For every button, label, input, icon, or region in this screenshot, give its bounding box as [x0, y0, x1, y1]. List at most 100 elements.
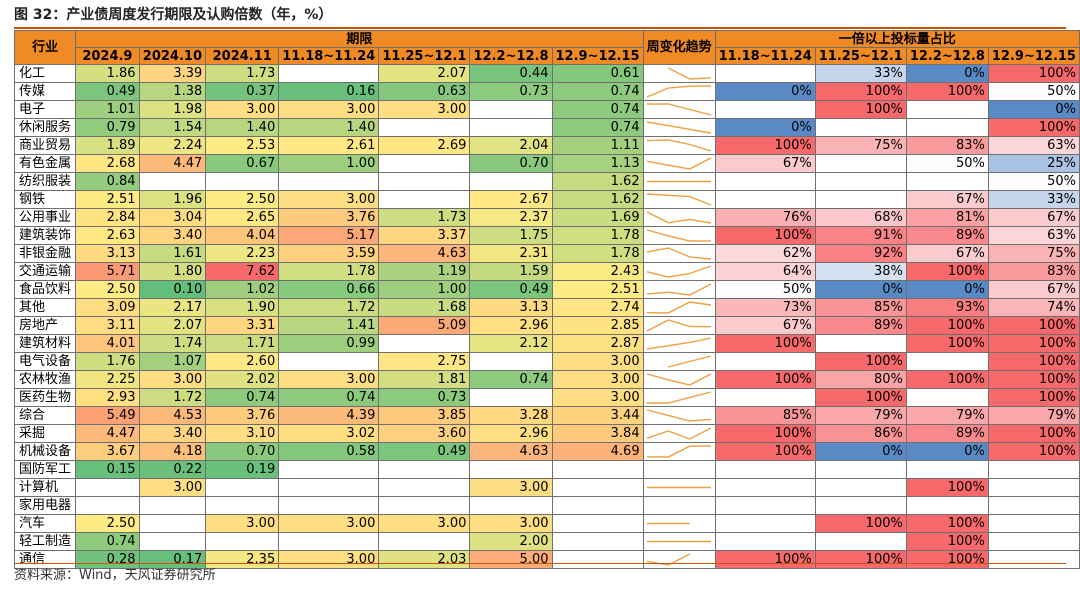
term-cell	[469, 496, 553, 515]
term-cell: 1.78	[551, 244, 644, 263]
term-cell: 1.38	[138, 82, 207, 101]
ratio-cell: 50%	[714, 280, 816, 299]
sparkline-line	[646, 301, 711, 314]
ratio-cell	[987, 496, 1080, 515]
industry-cell: 化工	[13, 64, 77, 83]
term-cell: 2.31	[469, 244, 553, 263]
term-cell: 0.70	[469, 154, 553, 173]
ratio-cell: 67%	[987, 280, 1080, 299]
ratio-cell	[714, 352, 816, 371]
term-cell: 0.79	[75, 118, 140, 137]
ratio-cell: 93%	[905, 298, 989, 317]
term-cell: 0.70	[205, 442, 280, 461]
ratio-cell: 100%	[714, 136, 816, 155]
ratio-cell: 89%	[814, 316, 907, 335]
industry-cell: 休闲服务	[13, 118, 77, 137]
ratio-cell: 67%	[905, 190, 989, 209]
ratio-cell: 79%	[987, 406, 1080, 425]
sparkline-svg	[646, 540, 711, 543]
ratio-cell: 100%	[905, 82, 989, 101]
sparkline-svg	[646, 265, 711, 278]
sparkline-svg	[646, 247, 711, 260]
sparkline-line	[646, 85, 711, 98]
term-cell: 1.81	[378, 370, 471, 389]
table-row: 建筑材料 4.01 1.74 1.71 0.99 2.12 2.87 100% 100% 100%	[13, 334, 1080, 353]
term-cell	[205, 478, 280, 497]
term-cell: 5.17	[278, 226, 380, 245]
ratio-cell	[987, 550, 1080, 569]
term-cell: 0.44	[469, 64, 553, 83]
term-cell: 0.84	[75, 172, 140, 191]
sparkline-svg	[644, 461, 714, 478]
ratio-cell: 0%	[814, 442, 907, 461]
term-cell: 1.72	[278, 298, 380, 317]
industry-cell: 食品饮料	[13, 280, 77, 299]
ratio-cell: 100%	[987, 370, 1080, 389]
trend-sparkline	[642, 352, 716, 371]
industry-cell: 汽车	[13, 514, 77, 533]
ratio-cell: 62%	[714, 244, 816, 263]
ratio-cell: 100%	[714, 370, 816, 389]
ratio-cell	[814, 478, 907, 497]
table-row: 轻工制造 0.74 2.00 100%	[13, 532, 1080, 551]
term-cell: 3.67	[75, 442, 140, 461]
industry-cell: 农林牧渔	[13, 370, 77, 389]
table-row: 计算机 3.00 3.00 100%	[13, 478, 1080, 497]
ratio-cell: 79%	[905, 406, 989, 425]
col-header-term: 12.9~12.15	[551, 47, 644, 65]
term-cell: 3.00	[551, 352, 644, 371]
term-cell: 2.43	[551, 262, 644, 281]
term-cell	[378, 532, 471, 551]
term-cell	[205, 532, 280, 551]
term-cell: 2.35	[205, 550, 280, 569]
term-cell: 2.07	[378, 64, 471, 83]
ratio-cell: 100%	[714, 424, 816, 443]
ratio-cell: 83%	[987, 262, 1080, 281]
ratio-cell: 100%	[905, 334, 989, 353]
term-cell: 2.75	[378, 352, 471, 371]
term-cell: 1.78	[278, 262, 380, 281]
trend-sparkline	[642, 370, 716, 389]
ratio-cell: 100%	[814, 388, 907, 407]
trend-sparkline	[642, 424, 716, 443]
term-cell: 2.03	[378, 550, 471, 569]
ratio-cell: 0%	[905, 442, 989, 461]
industry-cell: 商业贸易	[13, 136, 77, 155]
industry-cell: 非银金融	[13, 244, 77, 263]
ratio-cell	[814, 334, 907, 353]
term-cell: 4.63	[469, 442, 553, 461]
ratio-cell: 0%	[987, 100, 1080, 119]
term-cell: 0.74	[278, 388, 380, 407]
industry-cell: 采掘	[13, 424, 77, 443]
ratio-cell	[905, 388, 989, 407]
term-cell: 0.22	[138, 460, 207, 479]
table-row: 家用电器	[13, 496, 1080, 515]
ratio-cell: 67%	[714, 154, 816, 173]
table-row: 建筑装饰 2.63 3.40 4.04 5.17 3.37 1.75 1.78 100% 91% 8…	[13, 226, 1080, 245]
term-cell	[378, 478, 471, 497]
ratio-cell: 100%	[814, 82, 907, 101]
table-row: 汽车 2.50 3.00 3.00 3.00 3.00 100% 100%	[13, 514, 1080, 533]
col-group-ratio: 一倍以上投标量占比	[714, 30, 1080, 48]
industry-cell: 医药生物	[13, 388, 77, 407]
ratio-cell: 75%	[814, 136, 907, 155]
ratio-cell: 63%	[987, 136, 1080, 155]
term-cell: 0.49	[75, 82, 140, 101]
col-header-term: 12.2~12.8	[469, 47, 553, 65]
ratio-cell: 0%	[714, 82, 816, 101]
ratio-cell: 86%	[814, 424, 907, 443]
table-row: 有色金属 2.68 4.47 0.67 1.00 0.70 1.13 67% 50% 25%	[13, 154, 1080, 173]
term-cell: 4.18	[138, 442, 207, 461]
trend-sparkline	[642, 136, 716, 155]
sparkline-line	[646, 247, 711, 260]
table-row: 电气设备 1.76 1.07 2.60 2.75 3.00 100% 100%	[13, 352, 1080, 371]
term-cell: 1.72	[138, 388, 207, 407]
ratio-cell: 100%	[987, 424, 1080, 443]
ratio-cell: 91%	[814, 226, 907, 245]
industry-cell: 通信	[13, 550, 77, 569]
ratio-cell: 89%	[905, 226, 989, 245]
term-cell	[469, 100, 553, 119]
term-cell: 1.01	[75, 100, 140, 119]
table-row: 采掘 4.47 3.40 3.10 3.02 3.60 2.96 3.84 100% 86% 89%…	[13, 424, 1080, 443]
term-cell: 3.31	[205, 316, 280, 335]
